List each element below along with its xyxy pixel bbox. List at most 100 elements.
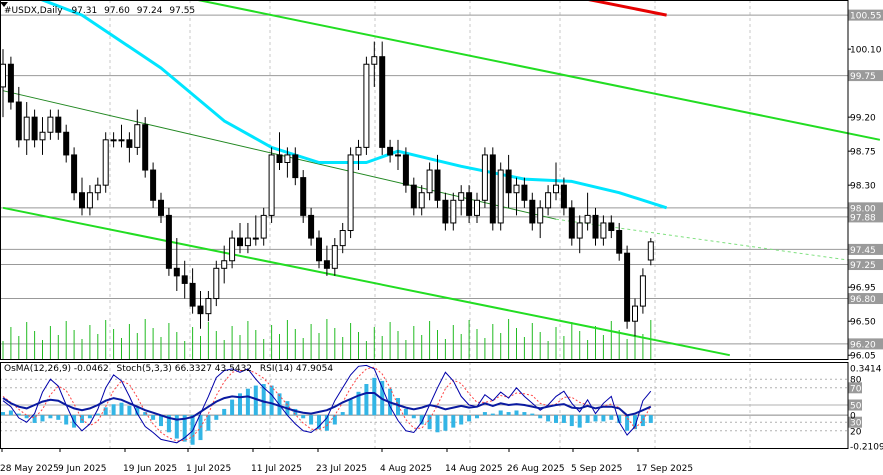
candle: [395, 139, 401, 171]
candle-body-down: [624, 252, 631, 322]
oscillator-axis-label: 50: [850, 402, 862, 412]
candle-body-up: [395, 154, 401, 157]
candle-body-up: [213, 267, 220, 300]
candle: [173, 238, 180, 291]
osma-bar: [475, 415, 479, 419]
candle-body-up: [426, 169, 433, 194]
candle-body-down: [308, 214, 315, 239]
osma-bar: [609, 415, 614, 420]
candle: [632, 298, 638, 337]
osma-bar: [601, 415, 606, 422]
oscillator-axis-label: 70: [850, 384, 862, 394]
osma-bar: [293, 408, 298, 416]
ohlc-open: 97.31: [71, 6, 97, 16]
osma-bar: [56, 415, 61, 420]
time-axis-label: 11 Jul 2025: [251, 464, 302, 474]
candle-body-down: [616, 230, 623, 254]
moving-averages: [38, 0, 668, 210]
symbol-dropdown-arrow-icon[interactable]: [0, 2, 8, 7]
candle: [379, 41, 386, 155]
candle: [260, 207, 267, 246]
candle: [55, 109, 62, 140]
osma-bar: [340, 412, 345, 416]
candle: [189, 268, 196, 314]
candle-body-down: [316, 237, 322, 262]
oscillator-level-label-bg: [848, 416, 862, 428]
osma-bar: [372, 377, 377, 416]
candle: [505, 154, 512, 208]
osma-bar: [554, 415, 558, 423]
candle: [7, 56, 14, 110]
candle-body-up: [39, 131, 46, 141]
osma-bar: [8, 410, 13, 416]
candle: [165, 207, 172, 276]
candle: [308, 207, 315, 246]
osma-bar: [230, 399, 235, 416]
candles: [0, 41, 654, 337]
price-level-label: 96.80: [850, 295, 876, 305]
candle: [252, 215, 259, 246]
candle-body-down: [189, 282, 196, 307]
osma-bar: [269, 385, 274, 416]
candle: [576, 215, 583, 254]
candle: [102, 132, 109, 193]
oscillator-level-label-bg: [848, 382, 862, 394]
candle: [237, 222, 243, 254]
candle: [513, 177, 520, 216]
candle: [71, 147, 78, 201]
ohlc-close: 97.55: [169, 6, 195, 16]
candle: [426, 162, 433, 201]
candle-body-down: [71, 154, 78, 194]
candle: [521, 177, 528, 208]
candle: [134, 109, 141, 155]
price-level-label-bg: [848, 338, 883, 350]
candle-body-down: [150, 169, 157, 201]
osma-bar: [364, 384, 369, 416]
candle: [126, 132, 133, 163]
candle: [94, 177, 101, 201]
candle-body-up: [252, 237, 259, 240]
price-level-label-bg: [848, 211, 883, 223]
candle-body-down: [568, 207, 575, 239]
osma-bar: [396, 398, 400, 416]
candle-body-up: [363, 63, 370, 148]
candle: [150, 162, 157, 208]
candle-body-up: [47, 116, 54, 133]
candle: [292, 147, 299, 186]
candle: [371, 41, 378, 87]
candle-body-up: [537, 207, 544, 224]
osma-bar: [174, 415, 179, 439]
candle: [347, 147, 354, 239]
candle: [118, 124, 125, 148]
price-level-label-bg: [848, 70, 883, 82]
candle-body-down: [608, 222, 615, 232]
candle-body-up: [205, 298, 212, 315]
candle: [323, 245, 330, 276]
price-axis-label: 98.30: [850, 182, 876, 192]
oscillator-lines: [2, 364, 652, 444]
candle-body-up: [584, 214, 591, 224]
indicator-header: OsMA(12,26,9) -0.0462 Stoch(5,3,3) 66.33…: [4, 364, 333, 374]
osma-bar: [48, 415, 53, 419]
volume-bars: [2, 319, 652, 359]
candle-body-down: [31, 116, 38, 141]
candle-body-up: [284, 154, 291, 163]
candle: [418, 185, 425, 216]
candle: [489, 147, 496, 231]
osma-bar: [514, 410, 519, 416]
candle-body-down: [165, 214, 172, 269]
ohlc-low: 97.24: [137, 6, 163, 16]
candle: [158, 192, 164, 223]
osma-bar: [103, 407, 108, 416]
osma-bar: [16, 413, 21, 416]
candle: [600, 215, 607, 246]
candle-body-up: [632, 305, 638, 322]
candle-body-up: [102, 139, 109, 186]
candle: [339, 222, 346, 254]
time-axis-label: 14 Aug 2025: [445, 464, 503, 474]
slow-moving-average: [583, 0, 667, 17]
candle: [31, 109, 38, 148]
candle-body-up: [331, 245, 338, 269]
